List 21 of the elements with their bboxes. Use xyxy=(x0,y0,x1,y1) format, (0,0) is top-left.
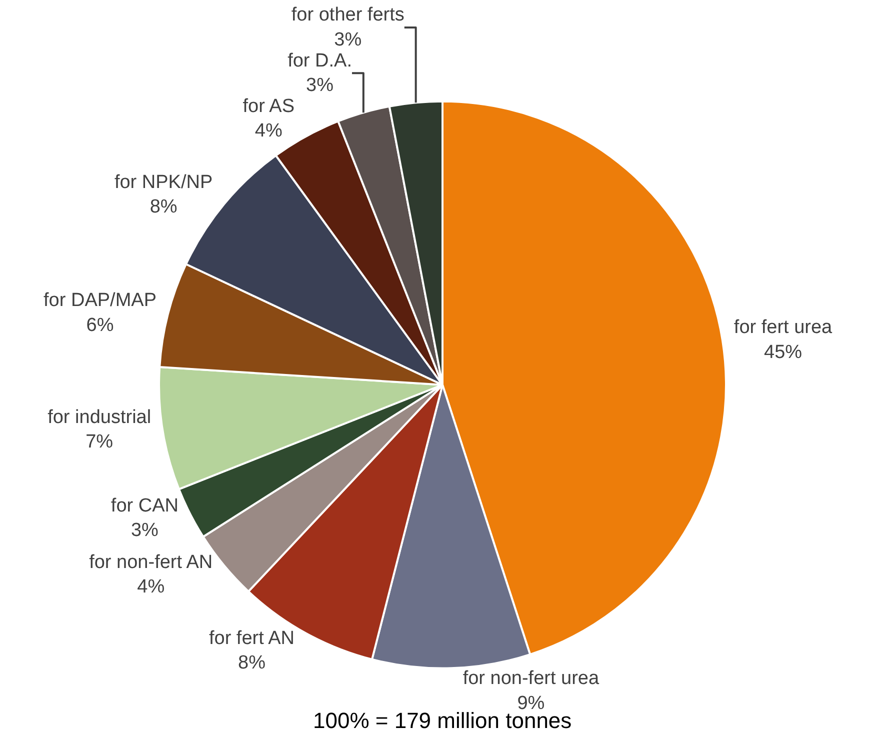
slice-label: for other ferts xyxy=(291,4,404,26)
slice-label: for fert AN xyxy=(208,628,295,649)
data-label: 4% xyxy=(254,120,282,142)
slice-label: for fert urea xyxy=(734,317,833,338)
slice-label: for CAN xyxy=(110,495,178,516)
data-label: 8% xyxy=(150,196,178,218)
data-label: 7% xyxy=(86,432,114,453)
slice-label: for DAP/MAP xyxy=(44,290,157,312)
slice-label: for NPK/NP xyxy=(114,172,213,193)
slice-label: for industrial xyxy=(48,406,152,428)
data-label: 8% xyxy=(238,652,266,674)
data-label: 3% xyxy=(306,75,334,96)
data-label: 45% xyxy=(764,342,802,363)
data-label: 3% xyxy=(130,520,159,542)
data-label: 3% xyxy=(334,29,362,50)
slice-label: for non-fert urea xyxy=(462,668,600,690)
data-label: 6% xyxy=(86,314,114,336)
slice-label: for AS xyxy=(242,96,295,118)
slice-label: for non-fert AN xyxy=(89,552,213,573)
data-label: 4% xyxy=(137,576,165,598)
slice-label: for D.A. xyxy=(288,50,352,72)
